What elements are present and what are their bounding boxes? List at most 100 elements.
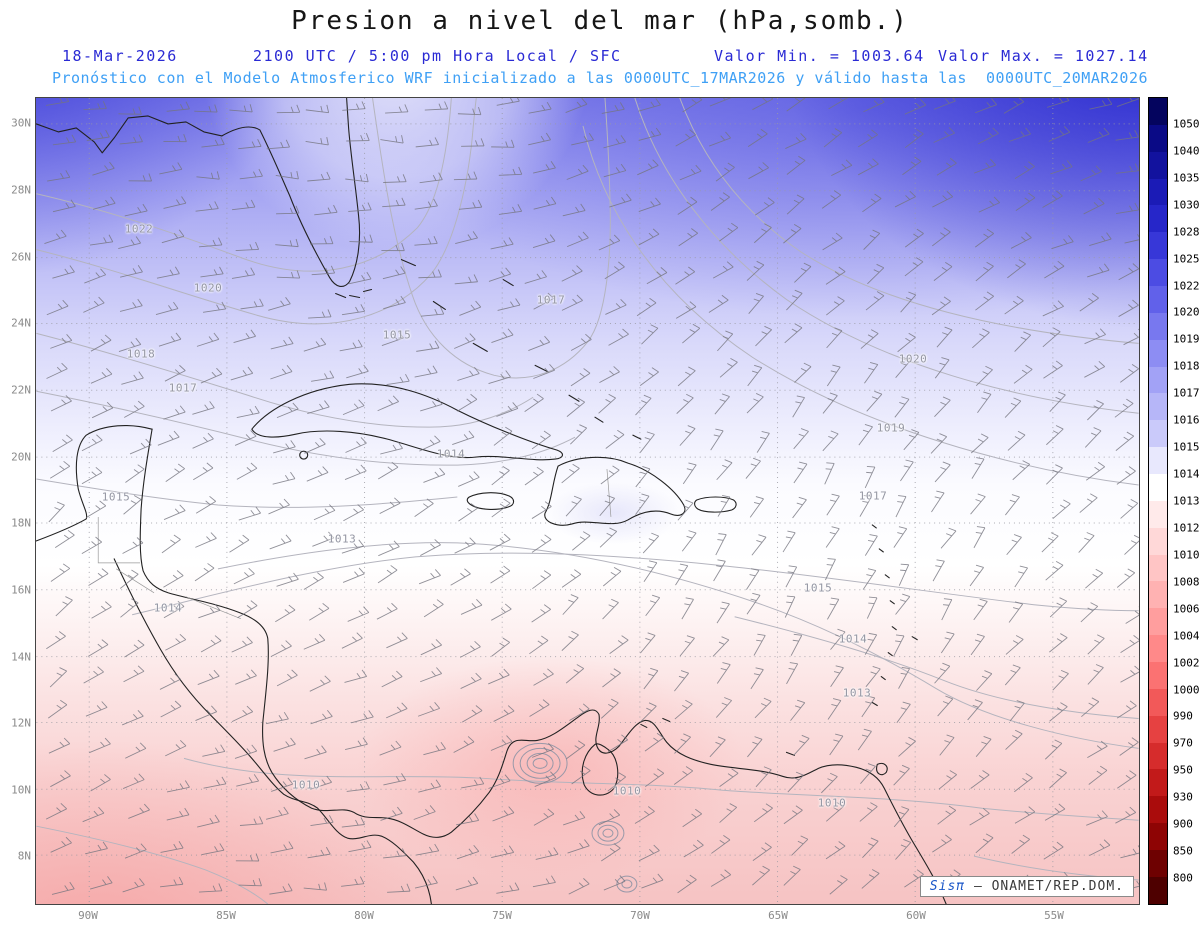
graticule-gridlines [36, 98, 1139, 904]
lat-tick-label: 22N [11, 383, 31, 397]
lat-tick-label: 8N [17, 849, 31, 863]
low-center-rings [512, 742, 638, 893]
colorbar-label: 1040 [1172, 144, 1200, 158]
colorbar [1148, 97, 1168, 905]
colorbar-segment [1149, 876, 1167, 904]
wind-barbs [44, 98, 1139, 895]
colorbar-label: 850 [1172, 844, 1194, 858]
colorbar-label: 1008 [1172, 575, 1200, 589]
colorbar-segment [1149, 581, 1167, 609]
lon-tick-label: 55W [1044, 909, 1064, 922]
colorbar-segment [1149, 447, 1167, 475]
colorbar-label: 990 [1172, 709, 1194, 723]
max-value-label: Valor Max. = 1027.14 [938, 47, 1149, 65]
colorbar-segment [1149, 635, 1167, 663]
colorbar-label: 800 [1172, 871, 1194, 885]
lat-tick-label: 30N [11, 116, 31, 130]
lon-tick-label: 80W [354, 909, 374, 922]
colorbar-label: 1019 [1172, 332, 1200, 346]
colorbar-segment [1149, 608, 1167, 636]
colorbar-label: 930 [1172, 790, 1194, 804]
colorbar-label: 1012 [1172, 521, 1200, 535]
model-info-line: Pronóstico con el Modelo Atmosferico WRF… [51, 69, 1149, 87]
lat-tick-label: 16N [11, 583, 31, 597]
chart-title: Presion a nivel del mar (hPa,somb.) [291, 6, 909, 36]
colorbar-segment [1149, 286, 1167, 313]
colorbar-label: 1025 [1172, 252, 1200, 266]
colorbar-segment [1149, 151, 1167, 179]
colorbar-segment [1149, 232, 1167, 260]
colorbar-segment [1149, 420, 1167, 448]
colorbar-segment [1149, 393, 1167, 421]
lon-tick-label: 75W [492, 909, 512, 922]
lat-tick-label: 20N [11, 450, 31, 464]
colorbar-segment [1149, 769, 1167, 797]
colorbar-segment [1149, 366, 1167, 394]
watermark-org: — ONAMET/REP.DOM. [973, 879, 1124, 894]
colorbar-segment [1149, 98, 1167, 125]
country-borders [97, 469, 612, 620]
colorbar-segment [1149, 850, 1167, 877]
colorbar-label: 1010 [1172, 548, 1200, 562]
map-overlay-canvas [36, 98, 1139, 904]
colorbar-label: 950 [1172, 763, 1194, 777]
lon-tick-label: 85W [216, 909, 236, 922]
coastlines [36, 98, 947, 904]
lat-tick-label: 28N [11, 183, 31, 197]
colorbar-segment [1149, 259, 1167, 287]
lon-tick-label: 65W [768, 909, 788, 922]
colorbar-label: 1013 [1172, 494, 1200, 508]
watermark-brand: Sisπ [929, 879, 966, 894]
colorbar-segment [1149, 554, 1167, 582]
colorbar-label: 1028 [1172, 225, 1200, 239]
validity-line: 18-Mar-2026 2100 UTC / 5:00 pm Hora Loca… [0, 47, 1200, 65]
colorbar-label: 1006 [1172, 602, 1200, 616]
lon-tick-label: 90W [78, 909, 98, 922]
colorbar-segment [1149, 339, 1167, 367]
map-plot-area: 1022 1020 1018 1017 1015 1017 1014 1015 1013 1014… [35, 97, 1140, 905]
colorbar-segment [1149, 205, 1167, 233]
lat-tick-label: 24N [11, 316, 31, 330]
colorbar-label: 900 [1172, 817, 1194, 831]
colorbar-label: 1020 [1172, 305, 1200, 319]
forecast-time: 2100 UTC / 5:00 pm Hora Local / SFC [253, 47, 622, 65]
colorbar-label: 970 [1172, 736, 1194, 750]
colorbar-segment [1149, 662, 1167, 689]
pressure-shading [36, 98, 1139, 904]
watermark: Sisπ — ONAMET/REP.DOM. [919, 876, 1134, 897]
colorbar-label: 1050 [1172, 117, 1200, 131]
colorbar-label: 1016 [1172, 413, 1200, 427]
colorbar-label: 1022 [1172, 279, 1200, 293]
colorbar-segment [1149, 742, 1167, 770]
colorbar-label: 1002 [1172, 656, 1200, 670]
colorbar-segment [1149, 527, 1167, 555]
colorbar-label: 1017 [1172, 386, 1200, 400]
colorbar-segment [1149, 796, 1167, 824]
lat-tick-label: 14N [11, 650, 31, 664]
lon-tick-label: 70W [630, 909, 650, 922]
colorbar-segment [1149, 178, 1167, 206]
lat-tick-label: 12N [11, 716, 31, 730]
colorbar-segment [1149, 823, 1167, 851]
colorbar-segment [1149, 715, 1167, 743]
colorbar-segment [1149, 312, 1167, 340]
lon-tick-label: 60W [906, 909, 926, 922]
colorbar-segment [1149, 500, 1167, 528]
colorbar-segment [1149, 474, 1167, 501]
colorbar-segment [1149, 688, 1167, 716]
colorbar-segment [1149, 124, 1167, 152]
colorbar-label: 1000 [1172, 683, 1200, 697]
isobar-contours [36, 98, 1139, 904]
lat-tick-label: 10N [11, 783, 31, 797]
min-value-label: Valor Min. = 1003.64 [714, 47, 925, 65]
colorbar-label: 1018 [1172, 359, 1200, 373]
lat-tick-label: 18N [11, 516, 31, 530]
lat-tick-label: 26N [11, 250, 31, 264]
colorbar-label: 1030 [1172, 198, 1200, 212]
colorbar-label: 1004 [1172, 629, 1200, 643]
colorbar-label: 1014 [1172, 467, 1200, 481]
forecast-date: 18-Mar-2026 [62, 47, 178, 65]
colorbar-label: 1035 [1172, 171, 1200, 185]
colorbar-label: 1015 [1172, 440, 1200, 454]
